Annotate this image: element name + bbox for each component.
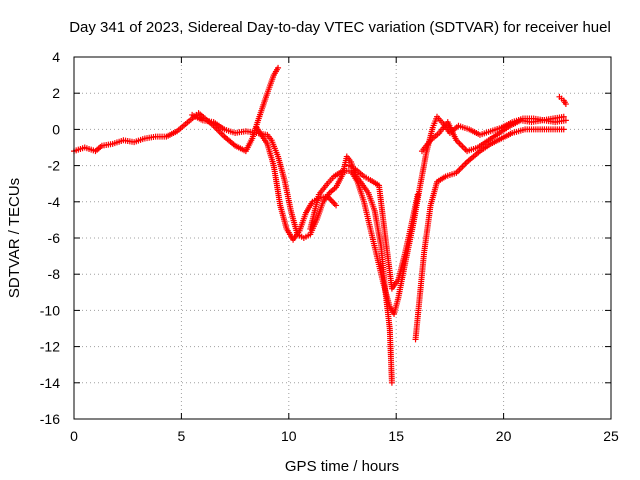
y-tick-label: -6	[48, 230, 61, 246]
x-tick-label: 25	[603, 428, 619, 444]
x-tick-label: 10	[281, 428, 297, 444]
y-tick-label: -4	[48, 194, 61, 210]
x-tick-label: 15	[388, 428, 404, 444]
y-tick-label: 2	[52, 85, 60, 101]
data-point	[560, 113, 567, 120]
data-point	[275, 64, 282, 71]
y-tick-label: -12	[40, 339, 60, 355]
chart-title: Day 341 of 2023, Sidereal Day-to-day VTE…	[69, 19, 611, 36]
data-points	[71, 64, 569, 386]
x-tick-label: 20	[496, 428, 512, 444]
x-tick-label: 5	[178, 428, 186, 444]
x-tick-labels: 0 5 10 15 20 25	[70, 428, 619, 444]
y-tick-label: -10	[40, 302, 60, 318]
y-tick-labels: 4 2 0 -2 -4 -6 -8 -10 -12 -14 -16	[40, 49, 60, 427]
y-tick-label: -2	[48, 158, 61, 174]
y-axis-label: SDTVAR / TECUs	[6, 178, 23, 298]
data-point	[333, 202, 340, 209]
y-tick-label: -14	[40, 375, 60, 391]
data-point	[562, 101, 569, 108]
data-point	[562, 117, 569, 124]
grid-lines	[74, 57, 611, 419]
y-tick-label: 0	[52, 121, 60, 137]
data-point	[388, 379, 395, 386]
data-point	[414, 191, 421, 198]
y-tick-label: -8	[48, 266, 61, 282]
y-tick-label: 4	[52, 49, 60, 65]
axis-ticks	[73, 56, 612, 420]
y-tick-label: -16	[40, 411, 60, 427]
x-tick-label: 0	[70, 428, 78, 444]
x-axis-label: GPS time / hours	[285, 458, 399, 475]
data-point	[560, 126, 567, 133]
